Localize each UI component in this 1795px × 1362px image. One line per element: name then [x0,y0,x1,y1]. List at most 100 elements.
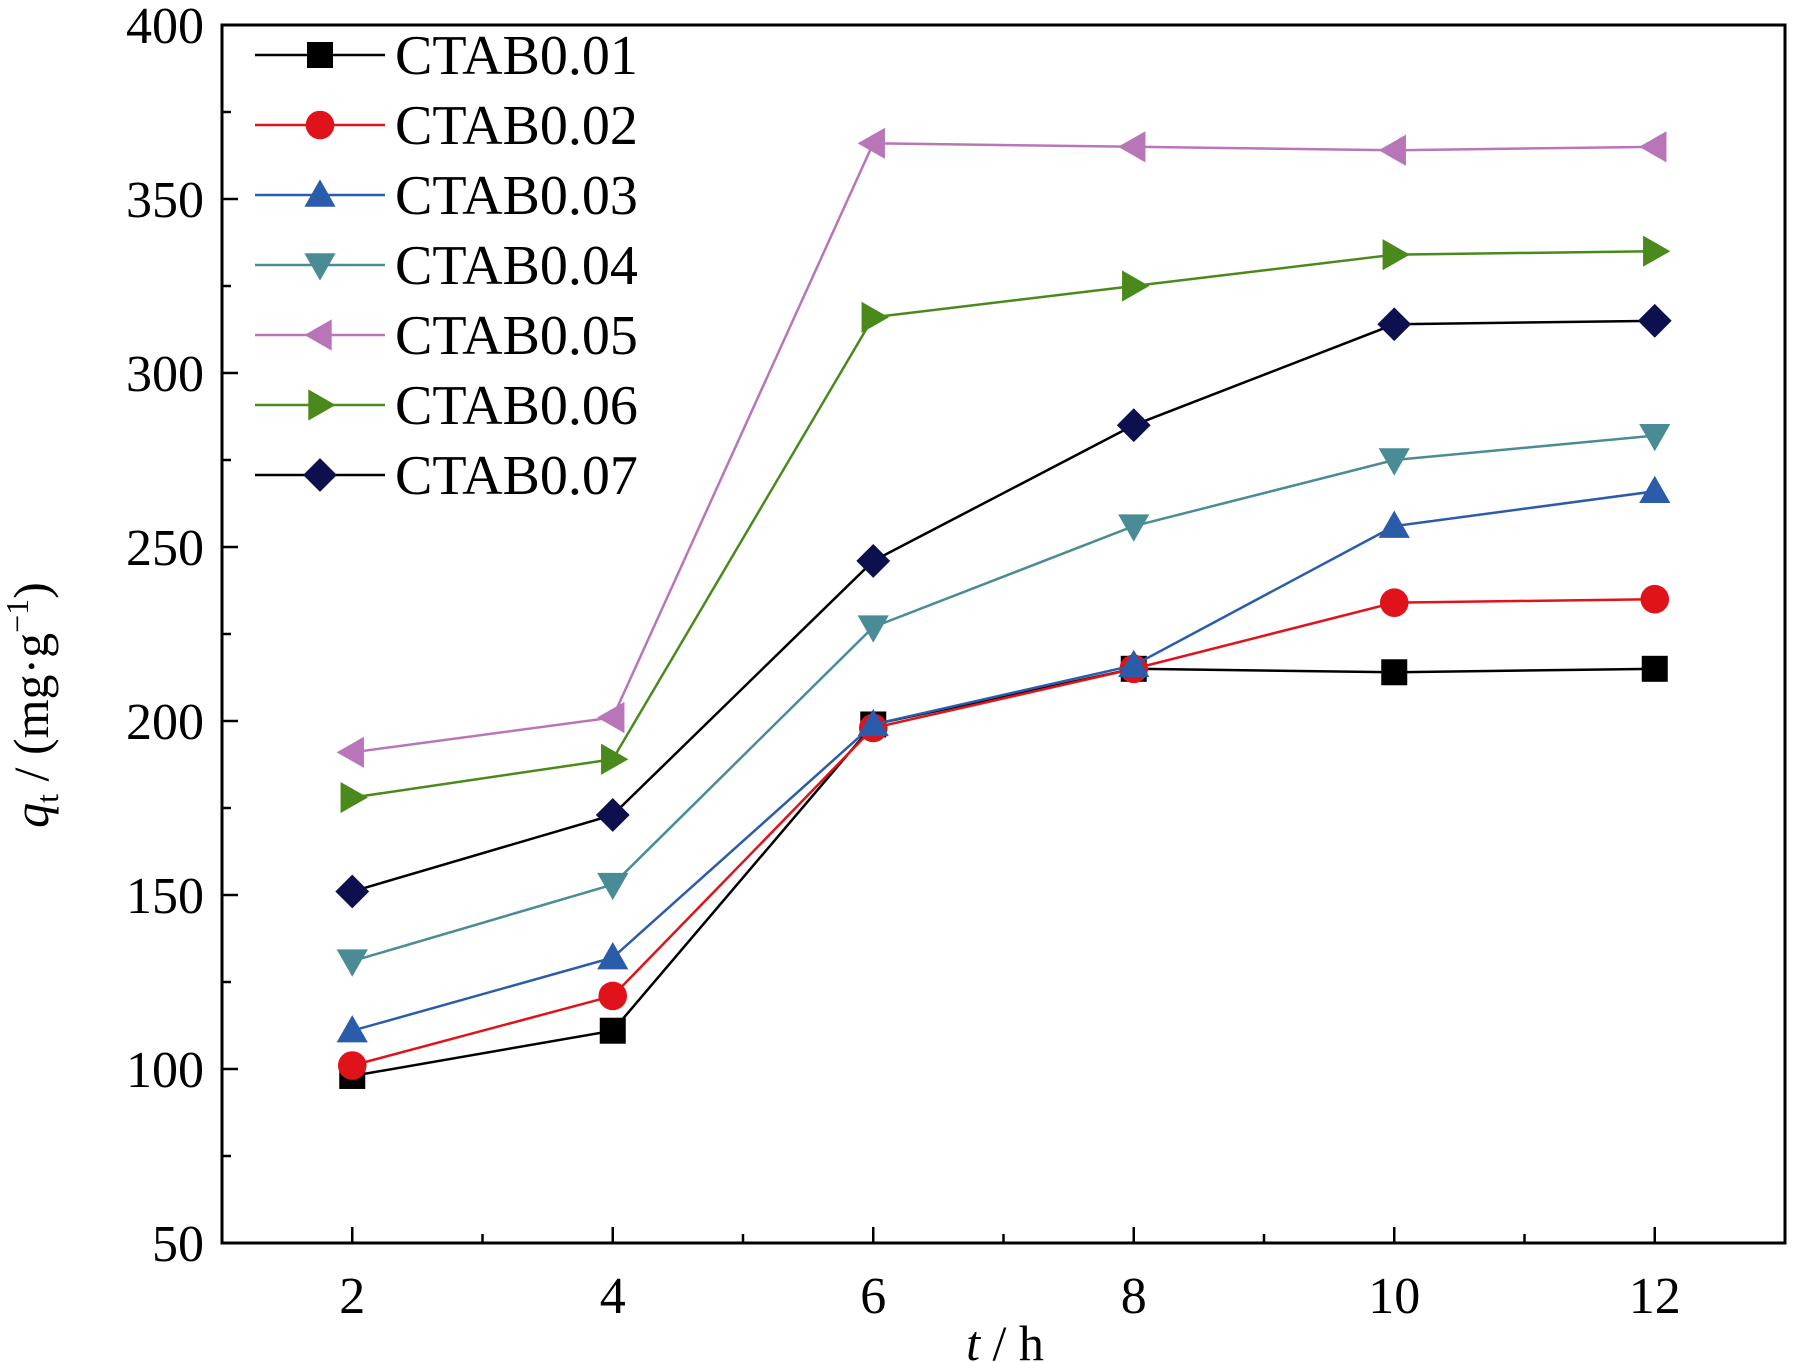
legend-marker [308,389,336,421]
data-point [1639,131,1667,163]
x-tick-label: 6 [860,1268,886,1325]
x-axis-title-var: t [966,1315,981,1362]
legend-label: CTAB0.02 [395,95,638,157]
data-point [1377,307,1412,342]
data-point [857,615,889,643]
x-tick-label: 10 [1368,1268,1420,1325]
data-point [335,874,370,909]
data-point [1640,584,1670,614]
x-tick-label: 2 [339,1268,365,1325]
data-point [1639,423,1671,452]
legend-label: CTAB0.06 [395,375,638,437]
series-CTAB0.05 [336,127,1667,768]
data-point [1381,659,1408,686]
y-tick-label: 300 [126,346,204,403]
series-CTAB0.07 [335,303,1672,909]
series-line [352,667,1655,1078]
x-tick-label: 12 [1629,1268,1681,1325]
legend-label: CTAB0.05 [395,305,638,367]
legend-entry: CTAB0.02 [255,95,638,157]
data-point [1639,475,1671,504]
x-tick-label: 4 [600,1268,626,1325]
series-layer [335,127,1672,1089]
data-point [336,949,368,977]
legend-entry: CTAB0.05 [255,305,638,367]
legend-entry: CTAB0.01 [255,25,638,87]
data-point [857,708,889,737]
legend-entry: CTAB0.06 [255,375,638,437]
axes: 2 4 6 8 10 12 50 100 150 200 250 300 350 400 [126,0,1787,1325]
data-point [1643,235,1671,267]
y-axis-title-unit: / (mg·g [3,633,59,794]
data-point [857,127,885,159]
series-line [351,597,1655,1067]
legend-marker [304,319,332,351]
data-point [1379,588,1409,617]
y-tick-label: 100 [126,1042,204,1099]
y-axis-title-var: q [3,803,59,828]
y-axis-title-sup: −1 [0,599,35,633]
data-point [595,798,630,832]
y-tick-label: 250 [126,520,204,577]
data-point [861,301,889,333]
legend-label: CTAB0.07 [395,445,638,507]
data-point [336,736,364,768]
data-point [337,1051,367,1080]
data-point [1116,408,1151,443]
data-point [1378,510,1410,538]
series-CTAB0.04 [336,423,1671,977]
y-axis-title: qt / (mg·g−1) [0,582,65,828]
svg-text:qt / (mg·g−1): qt / (mg·g−1) [0,582,65,828]
data-point [1118,649,1150,678]
y-axis-title-sub: t [29,794,65,803]
data-point [1378,448,1410,476]
data-point [597,872,629,901]
data-point [1637,303,1672,338]
legend-label: CTAB0.01 [395,25,638,87]
series-CTAB0.02 [337,584,1670,1080]
data-point [1378,134,1406,166]
y-tick-label: 200 [126,694,204,751]
legend-entry: CTAB0.04 [255,235,638,297]
legend: CTAB0.01 CTAB0.02 CTAB0.03 CTAB0.04 CTAB0.05… [255,25,638,507]
data-point [597,942,629,970]
data-point [1118,514,1150,542]
series-line [351,319,1655,893]
y-axis-title-unit-close: ) [3,582,59,599]
data-point [598,981,628,1011]
x-tick-label: 8 [1121,1268,1147,1325]
series-line [352,142,1655,754]
series-line [351,490,1655,1032]
series-line [352,249,1655,799]
series-CTAB0.01 [339,655,1668,1089]
data-point [336,1015,368,1043]
legend-marker [304,253,336,281]
y-tick-label: 400 [126,0,204,55]
data-point [340,781,368,814]
series-CTAB0.06 [340,235,1671,814]
data-point [599,1017,626,1044]
legend-marker [305,110,335,140]
series-CTAB0.03 [336,475,1671,1043]
legend-label: CTAB0.03 [395,165,638,227]
x-axis-title-unit: / h [980,1315,1044,1362]
data-point [1122,270,1150,302]
y-tick-label: 50 [152,1216,204,1273]
legend-marker [304,179,336,207]
legend-marker [307,42,333,68]
data-point [856,544,891,578]
legend-label: CTAB0.04 [395,235,638,297]
x-axis-title: t / h [966,1315,1044,1362]
legend-entry: CTAB0.03 [255,165,638,227]
data-point [601,743,629,775]
legend-entry: CTAB0.07 [255,445,638,507]
legend-marker [303,458,337,492]
y-tick-label: 350 [126,172,204,229]
series-line [351,434,1655,963]
data-point [597,701,625,734]
y-tick-label: 150 [126,868,204,925]
data-point [1118,131,1146,163]
data-point [1641,655,1668,682]
data-point [1382,239,1410,271]
